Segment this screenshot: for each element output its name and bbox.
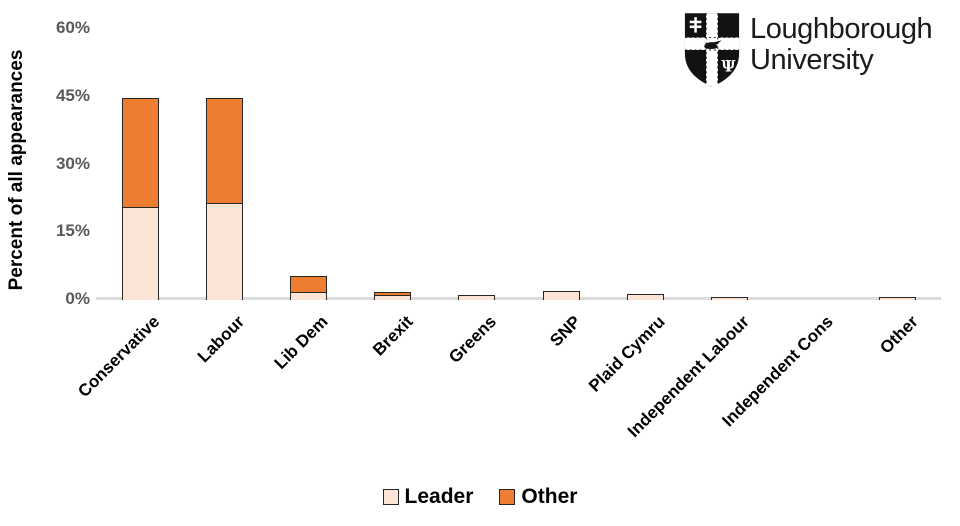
x-category-label: Other bbox=[875, 312, 922, 358]
legend-item-other: Other bbox=[499, 485, 577, 509]
y-axis-title: Percent of all appearances bbox=[6, 49, 27, 291]
x-category-label: Conservative bbox=[74, 312, 164, 401]
bar-plaid-cymru bbox=[626, 294, 664, 300]
legend: Leader Other bbox=[0, 485, 960, 509]
y-tick-label: 0% bbox=[65, 289, 90, 308]
bar-segment-other bbox=[122, 99, 158, 209]
bar-greens bbox=[458, 295, 496, 300]
legend-label: Other bbox=[521, 485, 578, 508]
logo-line1: Loughborough bbox=[750, 13, 933, 45]
bar-labour bbox=[205, 98, 243, 300]
bar-lib-dem bbox=[290, 276, 327, 300]
bar-conservative bbox=[121, 98, 159, 300]
x-category-label: Labour bbox=[193, 312, 248, 367]
y-tick-label: 15% bbox=[55, 221, 90, 241]
legend-swatch-icon bbox=[382, 489, 399, 505]
legend-swatch-icon bbox=[499, 489, 516, 505]
x-category-label: Brexit bbox=[368, 312, 417, 360]
legend-item-leader: Leader bbox=[382, 485, 474, 509]
lamp-glyph bbox=[704, 40, 722, 50]
x-category-label: Greens bbox=[445, 312, 501, 367]
logo-line2: University bbox=[750, 44, 874, 76]
bar-brexit bbox=[374, 292, 412, 300]
bar-segment-other bbox=[375, 293, 411, 296]
y-tick-label: 45% bbox=[55, 85, 90, 105]
y-tick-label: 60% bbox=[55, 18, 90, 37]
bar-segment-other bbox=[291, 277, 326, 293]
logo-wordmark: Loughborough University bbox=[750, 11, 933, 76]
fleur-glyph: Ψ bbox=[721, 56, 736, 75]
x-category-label: SNP bbox=[546, 312, 585, 351]
bar-other bbox=[879, 297, 917, 300]
loughborough-shield-icon: Ψ bbox=[684, 13, 740, 87]
bar-snp bbox=[542, 290, 580, 300]
bar-independent-labour bbox=[711, 297, 748, 300]
x-category-label: Lib Dem bbox=[271, 312, 332, 373]
x-axis-line bbox=[96, 297, 941, 300]
bar-segment-other bbox=[206, 99, 242, 205]
x-category-label: Plaid Cymru bbox=[585, 312, 669, 396]
cross-fleury-glyph bbox=[689, 17, 702, 33]
y-tick-label: 30% bbox=[55, 153, 90, 173]
loughborough-university-logo: Ψ Loughborough University bbox=[683, 11, 933, 89]
legend-label: Leader bbox=[404, 485, 474, 508]
